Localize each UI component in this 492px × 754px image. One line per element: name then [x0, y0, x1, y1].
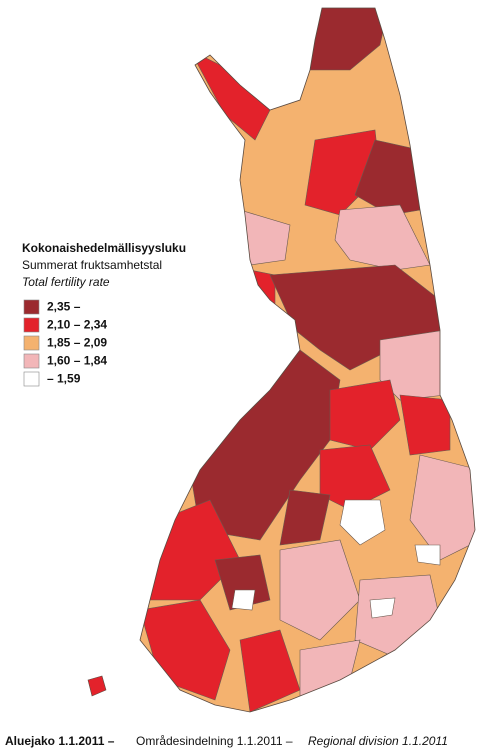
region [354, 574, 441, 656]
region [399, 394, 451, 456]
footer-en: Regional division 1.1.2011 [308, 734, 448, 748]
finland-map [140, 8, 475, 712]
region [214, 554, 271, 611]
footer-fi: Aluejako 1.1.2011 – [5, 734, 115, 748]
legend-label: 1,60 – 1,84 [47, 354, 107, 368]
legend-swatch [23, 335, 40, 351]
legend: Kokonaishedelmällisyysluku Summerat fruk… [22, 241, 186, 387]
region [189, 349, 341, 541]
country-outline [139, 7, 476, 713]
region [369, 597, 396, 619]
region [189, 49, 271, 141]
legend-label: 2,10 – 2,34 [47, 318, 107, 332]
footer-sv: Områdesindelning 1.1.2011 – [136, 734, 293, 748]
legend-swatch [23, 353, 40, 369]
aland-island [87, 675, 107, 697]
legend-label: 1,85 – 2,09 [47, 336, 107, 350]
region [414, 544, 441, 566]
legend-label: – 1,59 [47, 372, 81, 386]
legend-swatch [23, 299, 40, 315]
legend-subtitle-en: Total fertility rate [22, 275, 110, 289]
region [299, 639, 361, 701]
legend-title: Kokonaishedelmällisyysluku [22, 241, 186, 255]
legend-subtitle: Summerat fruktsamhetstal [22, 258, 162, 272]
region [329, 379, 401, 451]
legend-swatch [23, 371, 40, 387]
region [279, 489, 331, 546]
region [339, 499, 386, 546]
region [231, 589, 256, 611]
legend-swatch [23, 317, 40, 333]
legend-label: 2,35 – [47, 300, 81, 314]
region [279, 539, 361, 641]
